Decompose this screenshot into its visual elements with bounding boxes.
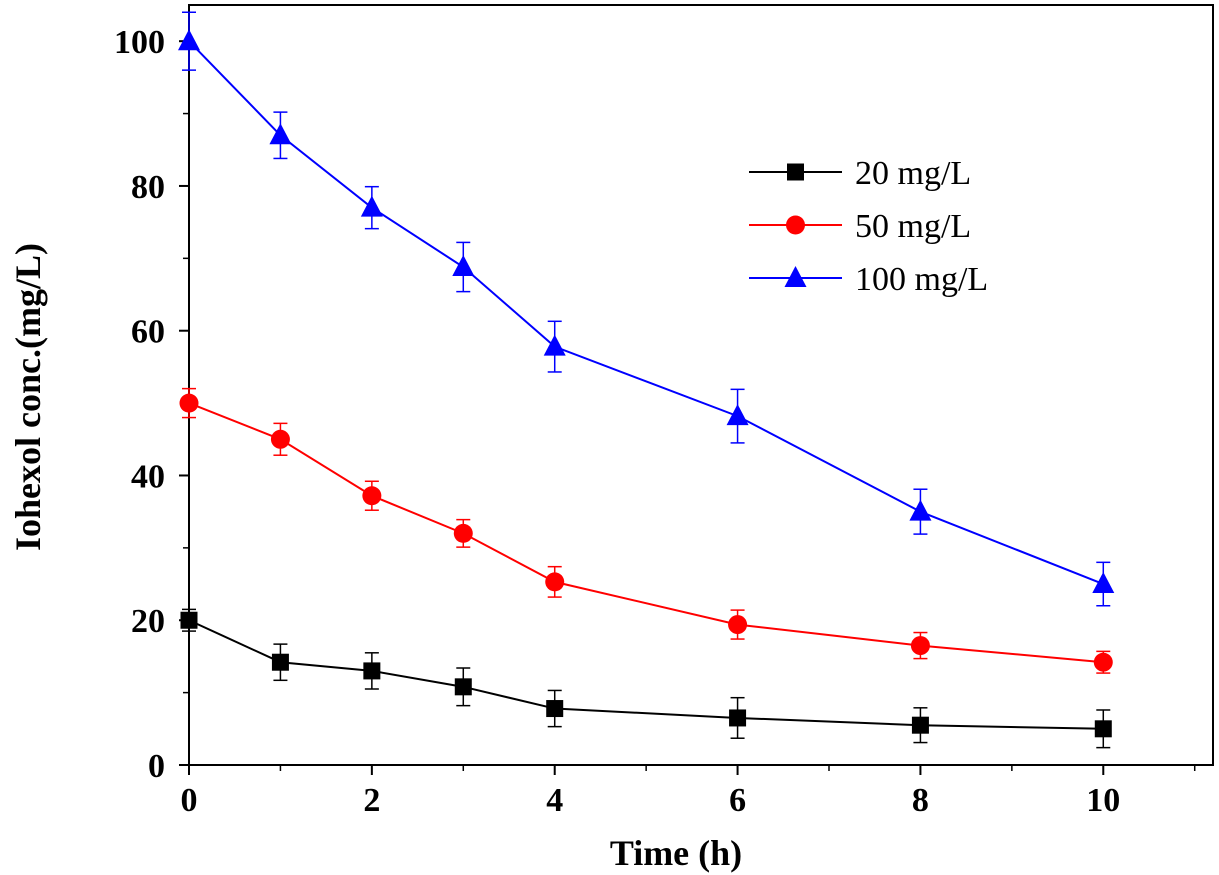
data-point — [728, 615, 748, 635]
data-point — [1094, 720, 1112, 738]
data-point — [363, 662, 381, 680]
y-tick-label: 0 — [148, 748, 165, 785]
data-point — [546, 700, 564, 718]
plot-border — [188, 4, 1214, 766]
legend-marker — [784, 266, 807, 287]
series-layer — [178, 11, 1115, 749]
data-point — [911, 716, 929, 734]
y-tick-label: 80 — [131, 169, 165, 206]
legend-entry: 50 mg/L — [749, 208, 971, 245]
x-axis-ticks: 0 2 4 6 8 10 — [181, 765, 1196, 819]
legend-label: 100 mg/L — [855, 261, 988, 298]
series-20-mg-l — [180, 608, 1112, 749]
data-point — [543, 334, 566, 356]
legend-marker — [787, 163, 804, 181]
legend-label: 50 mg/L — [855, 208, 971, 245]
y-tick-label: 20 — [131, 603, 165, 640]
y-tick-label: 60 — [131, 314, 165, 351]
legend-entry: 100 mg/L — [749, 261, 988, 298]
plot-frame — [188, 4, 1214, 766]
x-tick-label: 2 — [363, 782, 380, 819]
legend: 20 mg/L 50 mg/L 100 mg/L — [749, 155, 988, 298]
series-line — [188, 402, 1104, 664]
y-tick-label: 40 — [131, 458, 165, 495]
data-point — [453, 523, 473, 543]
x-tick-label: 0 — [181, 782, 198, 819]
data-point — [545, 572, 565, 592]
x-axis-title: Time (h) — [610, 833, 742, 873]
legend-label: 20 mg/L — [855, 155, 971, 192]
data-point — [362, 486, 382, 506]
data-point — [271, 653, 289, 671]
data-point — [179, 393, 199, 413]
data-point — [360, 195, 383, 217]
data-point — [1092, 572, 1115, 594]
data-point — [269, 123, 292, 145]
y-tick-label: 100 — [114, 24, 165, 61]
data-point — [178, 29, 200, 51]
legend-marker — [786, 215, 805, 235]
data-point — [180, 611, 198, 629]
data-point — [270, 429, 290, 449]
x-tick-label: 4 — [546, 782, 563, 819]
x-tick-label: 6 — [729, 782, 746, 819]
y-axis-ticks: 0 20 40 60 80 100 — [114, 24, 189, 785]
data-point — [910, 636, 930, 656]
legend-entry: 20 mg/L — [749, 155, 971, 192]
series-line — [188, 619, 1104, 730]
x-tick-label: 10 — [1086, 782, 1120, 819]
data-point — [452, 255, 475, 277]
y-axis-title: Iohexol conc.(mg/L) — [8, 243, 48, 551]
data-point — [726, 404, 749, 426]
data-point — [729, 709, 747, 727]
data-point — [1093, 652, 1113, 672]
x-tick-label: 8 — [912, 782, 929, 819]
series-100-mg-l — [178, 11, 1115, 607]
series-50-mg-l — [179, 387, 1113, 674]
data-point — [454, 678, 472, 696]
series-line — [188, 40, 1104, 585]
data-point — [909, 499, 932, 521]
